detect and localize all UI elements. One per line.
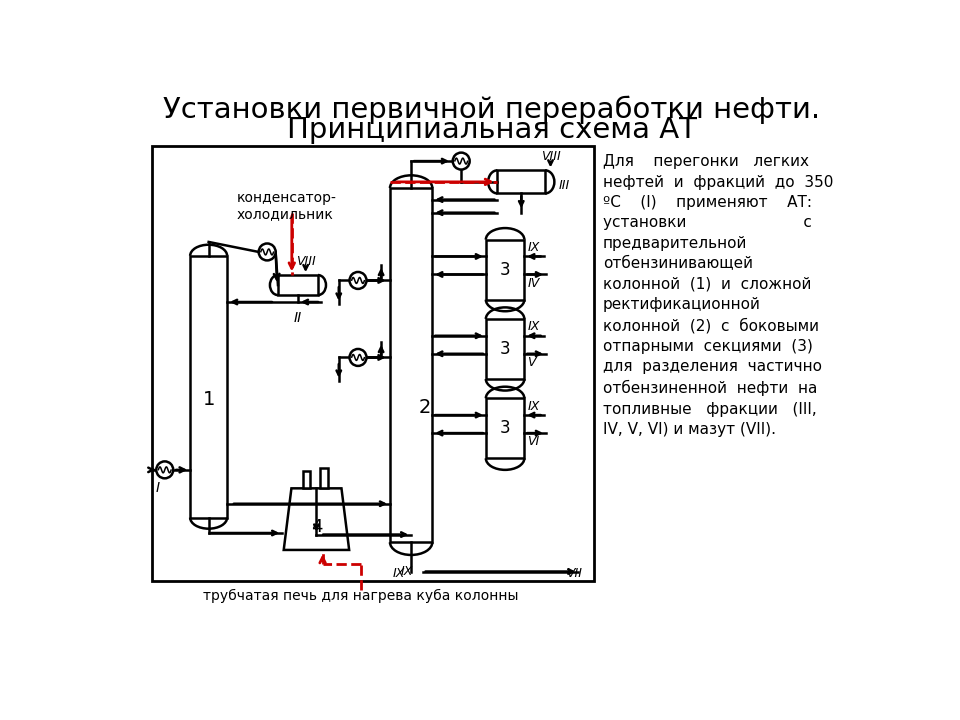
Circle shape	[349, 349, 367, 366]
Text: конденсатор-
холодильник: конденсатор- холодильник	[236, 191, 336, 221]
Text: IV: IV	[527, 276, 540, 289]
Text: 3: 3	[500, 340, 511, 358]
Bar	[486, 319, 524, 379]
Text: VIII: VIII	[540, 150, 561, 163]
Text: IX: IX	[527, 241, 540, 254]
Text: IX: IX	[393, 567, 405, 580]
Text: V: V	[527, 356, 536, 369]
Text: III: III	[558, 179, 569, 192]
Text: 3: 3	[500, 419, 511, 437]
Text: IX: IX	[527, 320, 540, 333]
Text: 3: 3	[500, 261, 511, 279]
Bar	[497, 171, 545, 194]
Bar	[152, 146, 593, 581]
Bar	[302, 472, 310, 488]
Bar	[486, 240, 524, 300]
Bar	[486, 398, 524, 459]
Text: VIII: VIII	[296, 255, 316, 268]
Text: VI: VI	[527, 436, 540, 449]
Text: трубчатая печь для нагрева куба колонны: трубчатая печь для нагрева куба колонны	[204, 589, 518, 603]
Circle shape	[453, 153, 469, 169]
Text: I: I	[156, 481, 160, 495]
Text: Принципиальная схема АТ: Принципиальная схема АТ	[287, 115, 697, 143]
Text: 1: 1	[203, 390, 215, 409]
Text: VII: VII	[566, 567, 582, 580]
Circle shape	[258, 243, 276, 261]
Text: 2: 2	[419, 398, 431, 417]
Circle shape	[156, 462, 173, 478]
Text: IX: IX	[527, 400, 540, 413]
Circle shape	[349, 272, 367, 289]
Text: Для    перегонки   легких
нефтей  и  фракций  до  350
ºС    (I)    применяют    : Для перегонки легких нефтей и фракций до…	[603, 154, 833, 437]
Polygon shape	[284, 488, 349, 550]
Bar	[321, 467, 328, 488]
Bar	[190, 256, 228, 518]
Text: IX: IX	[401, 565, 414, 578]
Bar	[278, 275, 318, 295]
Text: II: II	[294, 311, 302, 325]
Bar	[390, 188, 432, 542]
Text: Установки первичной переработки нефти.: Установки первичной переработки нефти.	[163, 95, 821, 124]
Text: 4: 4	[311, 518, 323, 536]
